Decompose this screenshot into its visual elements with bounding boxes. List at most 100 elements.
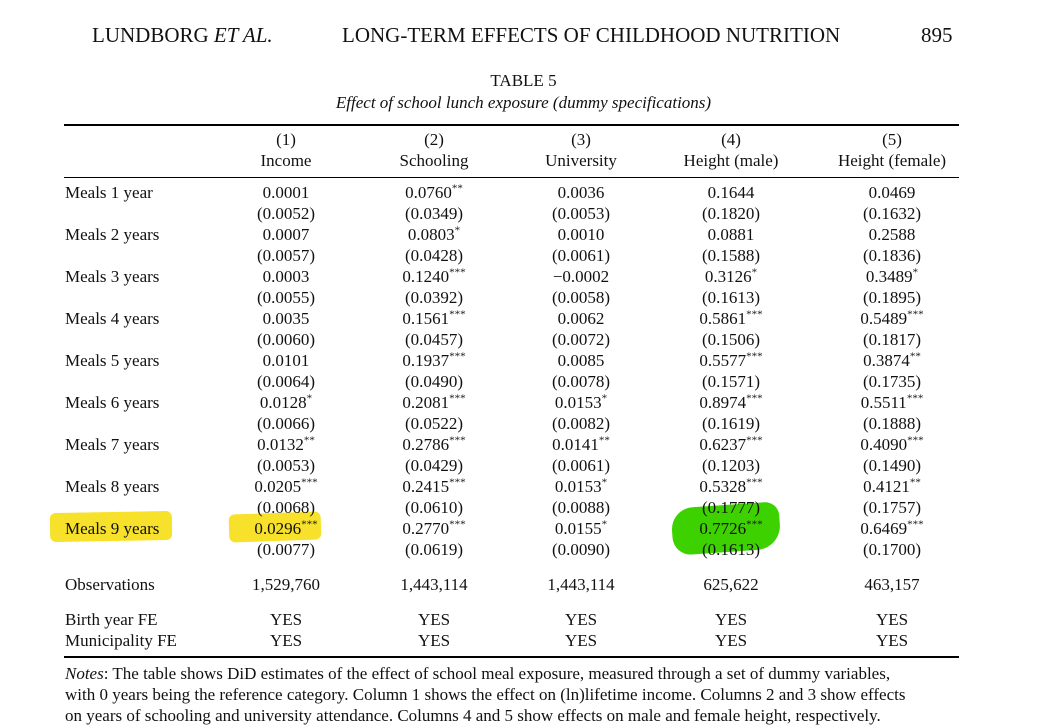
table-cell: 0.4121** xyxy=(863,476,921,496)
table-cell: (0.0053) xyxy=(256,456,316,475)
column-number: (5) xyxy=(882,130,902,149)
significance-stars: *** xyxy=(449,518,466,531)
table-cell: 0.1561*** xyxy=(402,308,466,328)
significance-stars: * xyxy=(601,518,608,531)
column-name: Income xyxy=(260,151,312,170)
table-cell: YES xyxy=(714,631,748,650)
table-cell: YES xyxy=(269,610,303,629)
table-cell: 0.3874** xyxy=(863,350,921,370)
table-cell: (0.1588) xyxy=(701,246,761,265)
table-row-standard-errors: (0.0066) (0.0522) (0.0082) (0.1619) (0.1888) xyxy=(0,413,1047,434)
table-cell: YES xyxy=(417,610,451,629)
table-cell: 1,529,760 xyxy=(252,575,320,594)
table-cell: (0.1203) xyxy=(701,456,761,475)
table-cell: YES xyxy=(875,631,909,650)
column-number: (1) xyxy=(276,130,296,149)
notes-label: Notes xyxy=(65,664,104,683)
row-label: Meals 3 years xyxy=(65,267,160,286)
significance-stars: * xyxy=(601,476,608,489)
table-row-coefficients: Meals 2 years 0.0007 0.0803* 0.0010 0.0881 0.… xyxy=(0,224,1047,245)
row-label: Meals 6 years xyxy=(65,393,160,412)
table-cell: YES xyxy=(269,631,303,650)
significance-stars: *** xyxy=(449,350,466,363)
row-label: Observations xyxy=(65,575,155,594)
table-cell: (0.0077) xyxy=(256,540,316,559)
table-cell: (0.1571) xyxy=(701,372,761,391)
table-cell: 0.0469 xyxy=(868,183,916,202)
table-cell: (0.1777) xyxy=(701,498,761,517)
significance-stars: *** xyxy=(906,392,924,405)
table-cell: (0.0610) xyxy=(404,498,464,517)
significance-stars: * xyxy=(912,266,919,279)
table-cell: 0.0101 xyxy=(262,351,310,370)
table-cell: (0.0060) xyxy=(256,330,316,349)
table-cell: 463,157 xyxy=(864,575,920,594)
table-cell: 0.0132** xyxy=(257,434,315,454)
table-cell: 0.5577*** xyxy=(699,350,763,370)
significance-stars: * xyxy=(601,392,608,405)
table-cell: YES xyxy=(564,610,598,629)
table-cell: 0.7726*** xyxy=(699,518,763,538)
table-cell: 0.0760** xyxy=(405,182,463,202)
column-name: Height (male) xyxy=(683,151,779,170)
table-cell: (0.1506) xyxy=(701,330,761,349)
notes-line-2: with 0 years being the reference categor… xyxy=(65,685,906,704)
row-label: Birth year FE xyxy=(65,610,158,629)
significance-stars: *** xyxy=(449,476,466,489)
significance-stars: *** xyxy=(907,518,924,531)
row-label: Meals 7 years xyxy=(65,435,160,454)
column-name: University xyxy=(545,151,617,170)
table-cell: −0.0002 xyxy=(552,267,610,286)
table-row-observations: Observations 1,529,760 1,443,114 1,443,114 6… xyxy=(0,574,1047,595)
significance-stars: * xyxy=(751,266,758,279)
table-cell: 0.0007 xyxy=(262,225,310,244)
table-cell: 0.0155* xyxy=(554,518,608,538)
table-cell: 0.0205*** xyxy=(254,476,318,496)
table-row-coefficients: Meals 7 years 0.0132** 0.2786*** 0.0141** 0.… xyxy=(0,434,1047,455)
table-cell: (0.0057) xyxy=(256,246,316,265)
table-row-standard-errors: (0.0053) (0.0429) (0.0061) (0.1203) (0.1490) xyxy=(0,455,1047,476)
column-number: (4) xyxy=(721,130,741,149)
table-cell: 0.0062 xyxy=(557,309,605,328)
table-row-coefficients: Meals 5 years 0.0101 0.1937*** 0.0085 0.5577… xyxy=(0,350,1047,371)
table-cell: (0.0058) xyxy=(551,288,611,307)
table-row-fixed-effects: Birth year FE YES YES YES YES YES xyxy=(0,609,1047,630)
table-cell: (0.0052) xyxy=(256,204,316,223)
table-cell: 0.3126* xyxy=(704,266,758,286)
table-cell: 1,443,114 xyxy=(547,575,615,594)
table-row-standard-errors: (0.0060) (0.0457) (0.0072) (0.1506) (0.1817) xyxy=(0,329,1047,350)
running-head-authors: LUNDBORG ET AL. xyxy=(92,23,273,47)
table-row-standard-errors: (0.0077) (0.0619) (0.0090) (0.1613) (0.1700) xyxy=(0,539,1047,560)
significance-stars: *** xyxy=(746,518,763,531)
table-header-rule xyxy=(64,177,959,178)
table-row-coefficients: Meals 4 years 0.0035 0.1561*** 0.0062 0.5861… xyxy=(0,308,1047,329)
significance-stars: *** xyxy=(301,518,318,531)
column-number: (2) xyxy=(424,130,444,149)
table-cell: 0.2081*** xyxy=(402,392,466,412)
table-cell: (0.0061) xyxy=(551,246,611,265)
table-cell: (0.1700) xyxy=(862,540,922,559)
table-row-standard-errors: (0.0055) (0.0392) (0.0058) (0.1613) (0.1895) xyxy=(0,287,1047,308)
table-cell: (0.0061) xyxy=(551,456,611,475)
table-top-rule xyxy=(64,124,959,126)
table-cell: (0.0619) xyxy=(404,540,464,559)
table-cell: 0.2770*** xyxy=(402,518,466,538)
table-cell: (0.1757) xyxy=(862,498,922,517)
table-cell: (0.0068) xyxy=(256,498,316,517)
table-row-standard-errors: (0.0057) (0.0428) (0.0061) (0.1588) (0.1836) xyxy=(0,245,1047,266)
significance-stars: *** xyxy=(746,392,763,405)
table-cell: (0.0490) xyxy=(404,372,464,391)
row-label: Meals 4 years xyxy=(65,309,160,328)
table-row-standard-errors: (0.0052) (0.0349) (0.0053) (0.1820) (0.1632) xyxy=(0,203,1047,224)
table-cell: 1,443,114 xyxy=(400,575,468,594)
table-row-coefficients: Meals 8 years 0.0205*** 0.2415*** 0.0153* 0.… xyxy=(0,476,1047,497)
significance-stars: *** xyxy=(449,434,466,447)
table-cell: (0.0349) xyxy=(404,204,464,223)
table-cell: 0.5489*** xyxy=(860,308,924,328)
table-cell: 0.0085 xyxy=(557,351,605,370)
table-row-standard-errors: (0.0064) (0.0490) (0.0078) (0.1571) (0.1735) xyxy=(0,371,1047,392)
table-cell: 0.0141** xyxy=(552,434,610,454)
column-header-3: (3) University xyxy=(506,129,656,171)
table-bottom-rule xyxy=(64,656,959,658)
table-cell: (0.0082) xyxy=(551,414,611,433)
